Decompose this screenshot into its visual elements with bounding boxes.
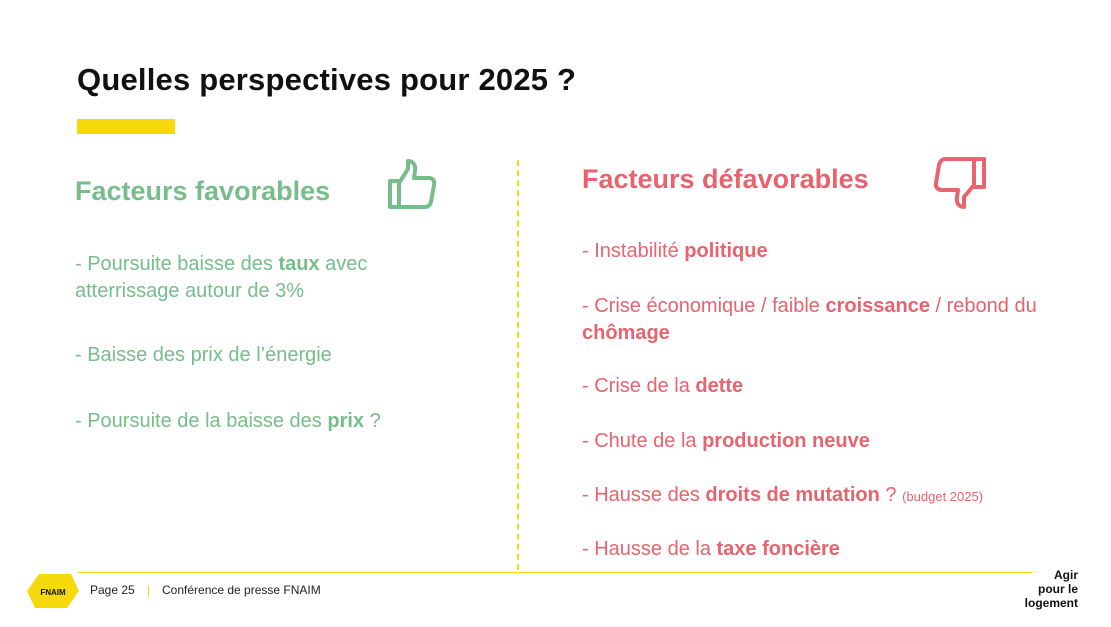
- svg-text:FNAIM: FNAIM: [40, 588, 66, 597]
- thumbs-down-icon: [933, 157, 986, 209]
- defavorable-item-4: - Chute de la production neuve: [582, 430, 870, 452]
- title-underline: [77, 119, 175, 134]
- defavorable-item-5: - Hausse des droits de mutation ? (budge…: [582, 484, 984, 506]
- column-divider: [517, 160, 519, 570]
- favorables-heading: Facteurs favorables: [75, 176, 331, 206]
- footer-divider: [78, 572, 1033, 573]
- defavorable-item-1: - Instabilité politique: [582, 240, 768, 262]
- tagline: Agir pour le logement: [1024, 568, 1078, 610]
- thumbs-up-icon: [388, 159, 437, 209]
- fnaim-logo: FNAIM: [27, 574, 79, 608]
- page-title: Quelles perspectives pour 2025 ?: [77, 62, 577, 97]
- footer-separator: |: [147, 583, 151, 597]
- defavorable-item-2: - Crise économique / faible croissance /…: [582, 295, 1037, 344]
- favorable-item-1: - Poursuite baisse des taux avec atterri…: [75, 253, 368, 302]
- page-number: Page 25: [90, 583, 135, 597]
- defavorable-item-6: - Hausse de la taxe foncière: [582, 538, 840, 560]
- favorable-item-2: - Baisse des prix de l’énergie: [75, 344, 332, 366]
- defavorables-heading: Facteurs défavorables: [582, 164, 869, 194]
- favorable-item-3: - Poursuite de la baisse des prix ?: [75, 410, 381, 432]
- defavorable-item-3: - Crise de la dette: [582, 375, 744, 397]
- event-name: Conférence de presse FNAIM: [162, 583, 321, 597]
